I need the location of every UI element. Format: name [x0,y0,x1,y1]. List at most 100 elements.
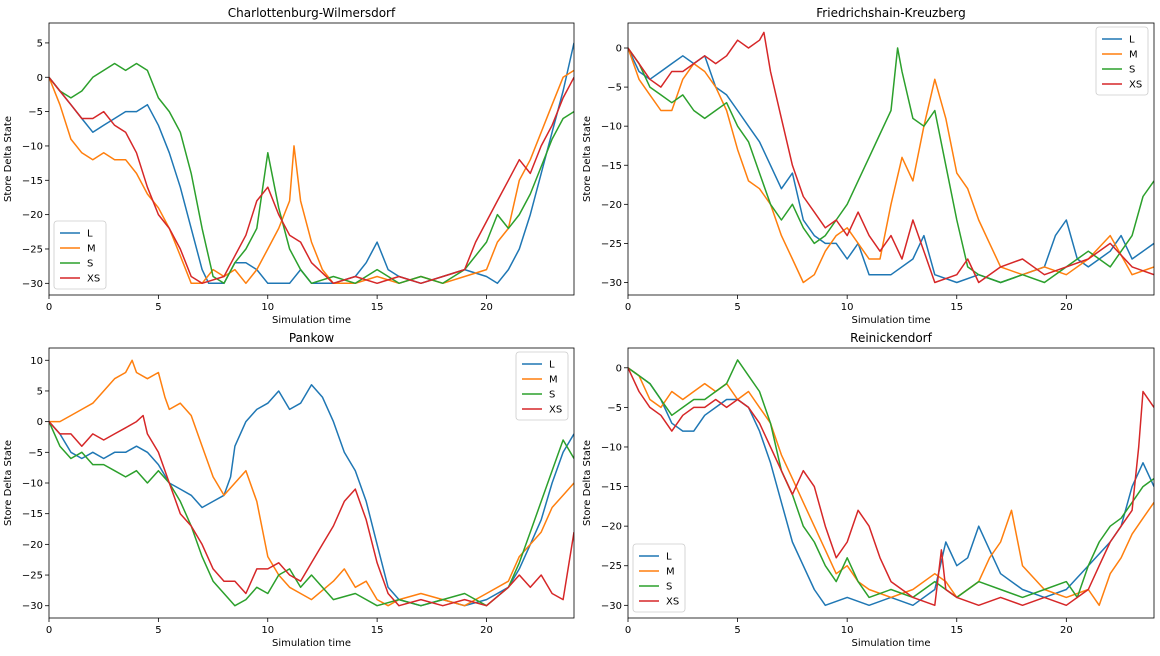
y-tick-label: −25 [601,561,622,572]
series-line-l [49,384,574,607]
y-tick-label: −30 [22,279,43,290]
x-tick-label: 5 [734,302,740,313]
y-tick-label: −5 [28,107,43,118]
y-tick-label: −20 [601,200,622,211]
y-tick-label: 0 [37,417,43,428]
legend-label-l: L [87,229,93,240]
y-tick-label: −30 [601,278,622,289]
series-line-xs [49,76,574,285]
x-tick-label: 0 [625,302,631,313]
x-tick-label: 20 [480,625,493,636]
x-tick-label: 5 [734,625,740,636]
series-line-s [628,47,1154,284]
legend-label-xs: XS [1129,80,1142,91]
y-axis-label: Store Delta State [3,440,14,526]
series-line-s [49,421,574,607]
chart-title: Reinickendorf [850,331,932,345]
legend: LMS XS [1095,26,1149,96]
legend-label-m: M [87,244,96,255]
y-tick-label: −5 [607,403,622,414]
y-tick-label: −20 [601,522,622,533]
series-line-m [628,367,1154,607]
subplot-4: Reinickendorf 0 5 10 15 20 −30 −25 −20 −15 −10 −5 0 S… [582,331,1155,649]
x-tick-label: 10 [841,625,854,636]
x-tick-label: 20 [1060,302,1073,313]
legend: LMS XS [53,220,107,290]
x-tick-label: 10 [261,625,274,636]
y-tick-label: −30 [601,601,622,612]
y-axis-label: Store Delta State [582,440,593,526]
x-tick-label: 5 [155,625,161,636]
legend-label-l: L [549,360,555,371]
series-line-m [49,359,574,607]
series-line-l [628,47,1154,284]
y-tick-label: −15 [22,176,43,187]
legend-label-xs: XS [87,274,100,285]
series-line-s [49,62,574,285]
legend-box [53,220,107,290]
y-tick-label: 0 [37,73,43,84]
x-tick-label: 15 [371,302,384,313]
legend-label-xs: XS [549,405,562,416]
subplot-2: Friedrichshain-Kreuzberg 0 5 10 15 20 −30 −25 −2… [582,6,1155,326]
x-axis-label: Simulation time [272,315,351,326]
series-line-m [49,69,574,285]
legend-label-m: M [1129,50,1138,61]
plot-frame [627,22,1155,296]
legend-box [1095,26,1149,96]
x-tick-label: 5 [155,302,161,313]
y-tick-label: −25 [22,571,43,582]
subplot-1: Charlottenburg-Wilmersdorf 0 5 10 15 20 −30 −25… [3,6,575,326]
series-line-m [628,47,1154,284]
plot-frame [48,22,575,296]
x-tick-label: 0 [46,302,52,313]
subplot-3: Pankow 0 5 10 15 20 −30 −25 −20 −15 −10 −5 0 5 10 Simul… [3,331,575,649]
legend-label-s: S [1129,65,1135,76]
y-tick-label: −10 [601,442,622,453]
y-axis-label: Store Delta State [3,116,14,202]
legend-label-s: S [549,390,555,401]
y-tick-label: −5 [28,448,43,459]
x-tick-label: 20 [480,302,493,313]
x-axis-label: Simulation time [851,315,930,326]
y-tick-label: −20 [22,210,43,221]
y-tick-label: −25 [22,244,43,255]
y-tick-label: 0 [616,44,622,55]
y-tick-label: 0 [616,363,622,374]
series-line-l [49,42,574,285]
x-tick-label: 15 [371,625,384,636]
series-line-xs [49,414,574,607]
legend-box [632,543,686,613]
legend-label-m: M [666,567,675,578]
x-tick-label: 0 [625,625,631,636]
x-tick-label: 20 [1060,625,1073,636]
x-tick-label: 10 [841,302,854,313]
chart-title: Charlottenburg-Wilmersdorf [228,6,396,20]
legend-label-m: M [549,375,558,386]
y-tick-label: −25 [601,239,622,250]
y-tick-label: −10 [22,141,43,152]
x-tick-label: 10 [261,302,274,313]
chart-title: Friedrichshain-Kreuzberg [816,6,965,20]
x-axis-label: Simulation time [272,638,351,649]
legend-label-l: L [1129,35,1135,46]
y-tick-label: 5 [37,386,43,397]
chart-title: Pankow [289,331,335,345]
legend-label-xs: XS [666,597,679,608]
series-line-xs [628,31,1154,284]
legend-label-s: S [666,582,672,593]
y-tick-label: −10 [601,122,622,133]
y-tick-label: −20 [22,540,43,551]
legend-box [515,351,569,421]
legend: LMS XS [632,543,686,613]
y-tick-label: 10 [30,356,43,367]
y-tick-label: −30 [22,601,43,612]
x-axis-label: Simulation time [851,638,930,649]
y-tick-label: −10 [22,479,43,490]
y-axis-label: Store Delta State [582,116,593,202]
x-tick-label: 15 [950,302,963,313]
series-line-xs [628,367,1154,607]
legend-label-s: S [87,259,93,270]
y-tick-label: −15 [22,509,43,520]
